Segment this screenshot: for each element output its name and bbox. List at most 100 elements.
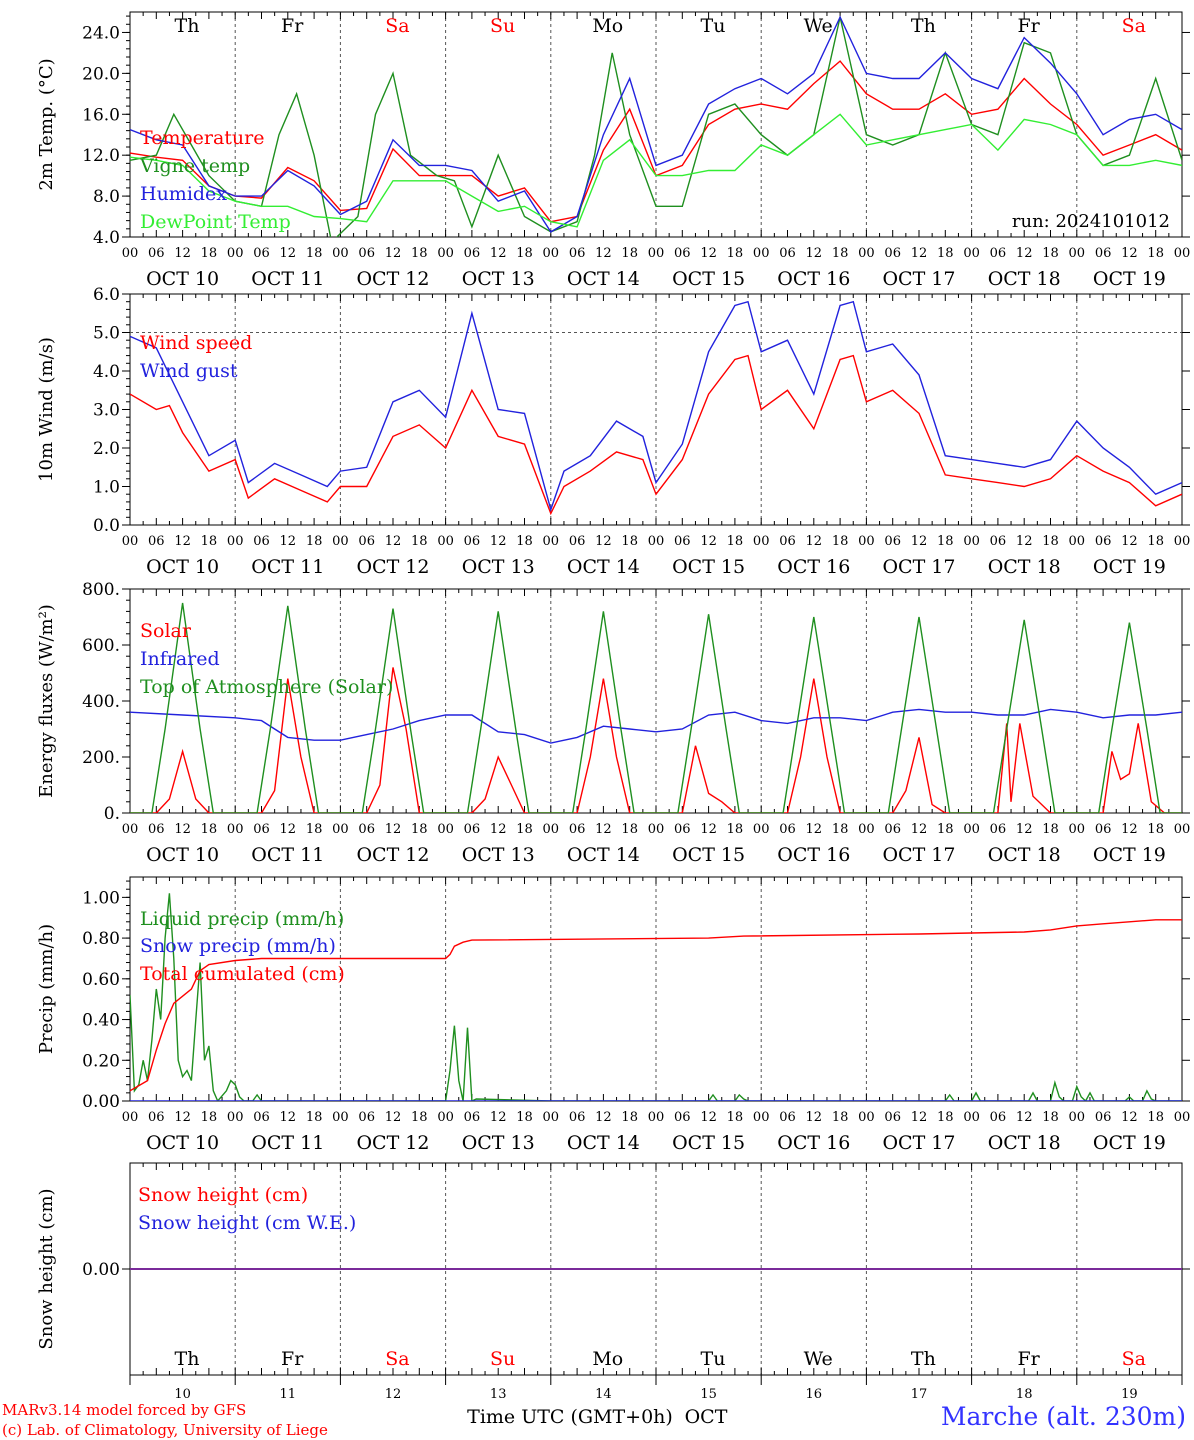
hour-tick-label: 00 (1174, 246, 1191, 261)
y-tick-label: 12.0 (82, 146, 120, 166)
hour-tick-label: 18 (832, 246, 849, 261)
series-line (130, 708, 1182, 744)
weekday-label-top: Mo (592, 15, 623, 37)
y-tick-label: 0.60 (82, 970, 120, 990)
hour-tick-label: 18 (1042, 1110, 1059, 1125)
date-label: OCT 13 (462, 1132, 535, 1154)
hour-tick-label: 00 (963, 534, 980, 549)
date-label: OCT 16 (777, 1132, 850, 1154)
date-label: OCT 10 (146, 556, 219, 578)
lab-credit: (c) Lab. of Climatology, University of L… (2, 1421, 328, 1439)
hour-tick-label: 06 (253, 1110, 270, 1125)
station-name: Marche (alt. 230m) (940, 1402, 1186, 1431)
hour-tick-label: 12 (1121, 246, 1138, 261)
hour-tick-label: 12 (806, 246, 823, 261)
hour-tick-label: 12 (806, 822, 823, 837)
hour-tick-label: 00 (543, 534, 560, 549)
hour-tick-label: 12 (385, 534, 402, 549)
y-tick-label: 4.0 (93, 362, 120, 382)
hour-tick-label: 06 (569, 1110, 586, 1125)
hour-tick-label: 06 (779, 1110, 796, 1125)
hour-tick-label: 06 (779, 822, 796, 837)
y-tick-label: 1.0 (93, 478, 120, 498)
panel-energy: 0. 200. 400. 600. 800. Energy fluxes (W/m²) So… (36, 580, 1190, 866)
y-tick-label: 800. (82, 580, 120, 600)
hour-tick-label: 06 (674, 246, 691, 261)
weekday-label-bottom: Mo (592, 1348, 623, 1370)
date-label: OCT 10 (146, 844, 219, 866)
hour-tick-label: 18 (727, 534, 744, 549)
plot-frame (129, 11, 1183, 238)
hour-tick-label: 00 (437, 1110, 454, 1125)
date-label: OCT 19 (1093, 844, 1166, 866)
hour-tick-label: 00 (858, 822, 875, 837)
hour-tick-label: 06 (990, 1110, 1007, 1125)
weekday-label-top: We (804, 15, 833, 37)
series-line (130, 893, 1182, 1101)
hour-tick-label: 00 (858, 534, 875, 549)
hour-tick-label: 18 (621, 822, 638, 837)
hour-tick-label: 00 (648, 1110, 665, 1125)
y-tick-label: 16.0 (82, 105, 120, 125)
day-number-label: 13 (490, 1387, 507, 1402)
date-label: OCT 14 (567, 1132, 640, 1154)
hour-tick-label: 00 (753, 246, 770, 261)
hour-tick-label: 18 (411, 246, 428, 261)
hour-tick-label: 12 (911, 822, 928, 837)
hour-tick-label: 18 (516, 1110, 533, 1125)
hour-tick-label: 18 (937, 822, 954, 837)
hour-tick-label: 12 (174, 1110, 191, 1125)
hour-tick-label: 00 (122, 534, 139, 549)
hour-tick-label: 06 (569, 822, 586, 837)
day-number-label: 12 (385, 1387, 402, 1402)
hour-tick-label: 18 (621, 534, 638, 549)
hour-tick-label: 12 (280, 534, 297, 549)
hour-tick-label: 18 (201, 246, 218, 261)
weekday-label-bottom: Th (175, 1348, 200, 1370)
y-axis-label: 2m Temp. (°C) (36, 58, 57, 190)
hour-tick-label: 12 (911, 534, 928, 549)
x-axis-month: OCT (685, 1406, 728, 1428)
weekday-label-top: Fr (1017, 15, 1040, 37)
series-group (130, 602, 1182, 813)
day-number-label: 15 (700, 1387, 717, 1402)
day-number-label: 18 (1016, 1387, 1033, 1402)
weekday-label-bottom: Sa (1122, 1348, 1146, 1370)
hour-tick-label: 00 (543, 822, 560, 837)
hour-tick-label: 00 (332, 1110, 349, 1125)
hour-tick-label: 06 (358, 246, 375, 261)
hour-tick-label: 00 (1174, 1110, 1191, 1125)
hour-tick-label: 12 (385, 1110, 402, 1125)
weekday-label-bottom: Sa (385, 1348, 409, 1370)
hour-tick-label: 12 (1016, 822, 1033, 837)
weekday-label-top: Tu (701, 15, 726, 37)
hour-tick-label: 18 (516, 534, 533, 549)
hour-tick-label: 12 (595, 822, 612, 837)
day-number-label: 10 (174, 1387, 191, 1402)
weekday-label-top: Su (490, 15, 515, 37)
series-line (130, 113, 1182, 228)
hour-tick-label: 12 (700, 822, 717, 837)
weekday-label-bottom: Fr (1017, 1348, 1040, 1370)
hour-tick-label: 00 (1069, 1110, 1086, 1125)
hour-tick-label: 06 (358, 822, 375, 837)
hour-tick-label: 06 (674, 822, 691, 837)
legend-entry: Liquid precip (mm/h) (140, 908, 344, 930)
hour-tick-label: 12 (1121, 822, 1138, 837)
legend-entry: Solar (140, 620, 192, 642)
legend-entry: Snow height (cm) (138, 1184, 308, 1206)
hour-tick-label: 06 (1095, 822, 1112, 837)
date-label: OCT 11 (251, 844, 324, 866)
weekday-label-top: Th (175, 15, 200, 37)
hour-tick-label: 18 (1147, 534, 1164, 549)
hour-tick-label: 00 (543, 246, 560, 261)
y-tick-label: 0. (104, 804, 120, 824)
hour-tick-label: 06 (990, 246, 1007, 261)
hour-tick-label: 12 (385, 246, 402, 261)
hour-tick-label: 06 (884, 534, 901, 549)
hour-tick-label: 18 (832, 822, 849, 837)
date-label: OCT 18 (988, 268, 1061, 290)
date-label: OCT 14 (567, 556, 640, 578)
hour-tick-label: 06 (674, 1110, 691, 1125)
date-label: OCT 17 (882, 844, 955, 866)
